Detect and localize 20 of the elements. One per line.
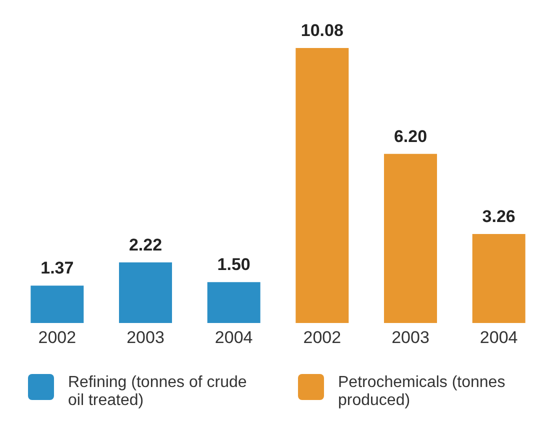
bar bbox=[472, 234, 526, 323]
data-label: 3.26 bbox=[482, 207, 516, 226]
bar bbox=[207, 282, 260, 323]
x-tick-label: 2003 bbox=[392, 328, 430, 348]
x-tick-label: 2002 bbox=[38, 328, 76, 348]
legend-label: Refining (tonnes of crude oil treated) bbox=[68, 374, 248, 410]
x-tick-label: 2002 bbox=[303, 328, 342, 348]
bar bbox=[296, 48, 349, 323]
data-label: 1.50 bbox=[217, 255, 250, 274]
bar bbox=[30, 286, 84, 323]
data-label: 10.08 bbox=[300, 21, 344, 40]
data-label: 1.37 bbox=[40, 258, 74, 278]
data-label: 2.22 bbox=[128, 235, 162, 254]
x-tick-label: 2004 bbox=[214, 328, 253, 348]
x-tick-label: 2003 bbox=[126, 328, 164, 348]
data-label: 6.20 bbox=[394, 126, 428, 146]
x-tick-label: 2004 bbox=[480, 328, 518, 348]
bar bbox=[384, 154, 437, 323]
legend-label: Petrochemicals (tonnes produced) bbox=[338, 374, 506, 410]
bar bbox=[119, 262, 172, 323]
